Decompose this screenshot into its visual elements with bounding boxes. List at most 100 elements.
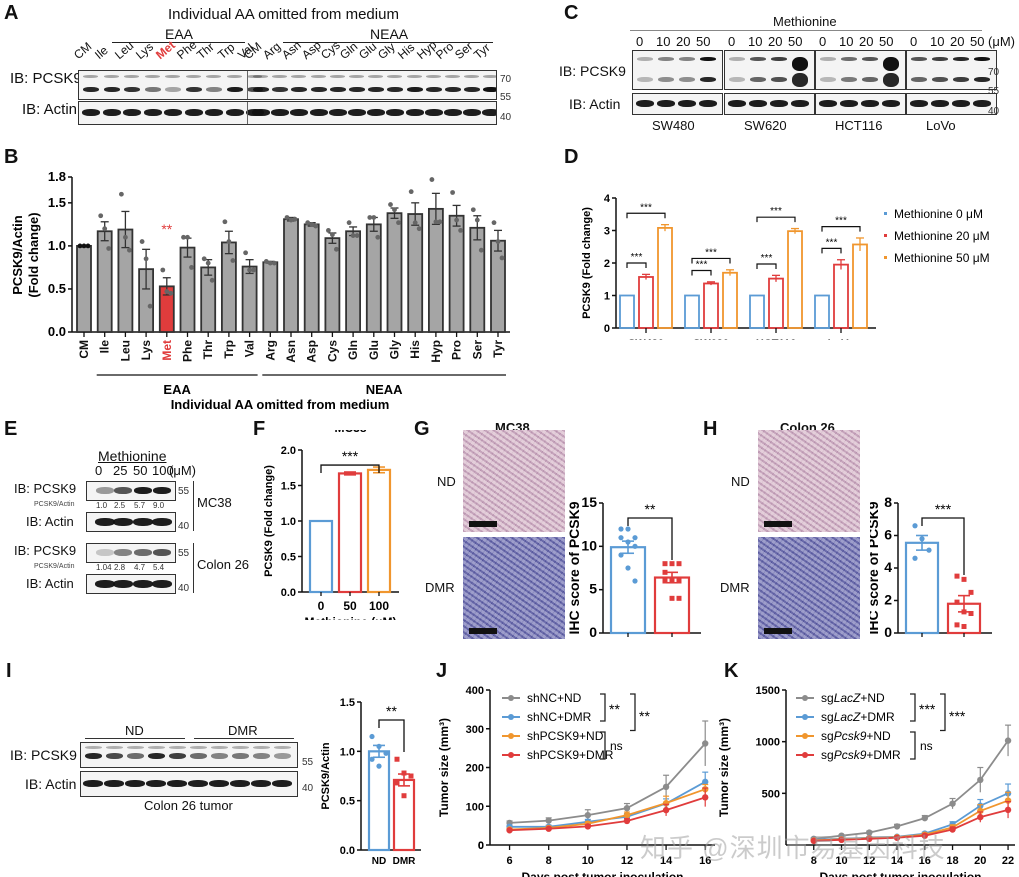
- band-actin: [424, 109, 443, 116]
- dose-label: 50: [970, 34, 985, 49]
- band-pcsk9-upper: [637, 57, 653, 61]
- bar-Phe: [179, 246, 196, 333]
- x-tick-label: Ser: [470, 340, 484, 360]
- band-actin: [205, 109, 223, 116]
- bar-SW620-Methionine 0 μM: [684, 294, 700, 329]
- panel-a-row-actin: IB: Actin: [22, 101, 78, 118]
- band-pcsk9-lower: [700, 77, 716, 82]
- legend-label: Methionine 0 μM: [894, 207, 983, 221]
- dose-label: 0: [95, 463, 103, 478]
- y-tick-label: 0: [604, 323, 610, 335]
- bracket-label: **: [639, 708, 650, 724]
- data-point: [478, 247, 484, 253]
- band-actin: [931, 100, 949, 107]
- bracket: [910, 731, 916, 760]
- significance-label: **: [386, 703, 397, 719]
- x-tick-label: DMR: [949, 638, 979, 640]
- data-point: [326, 227, 331, 233]
- bar-Ser: [469, 226, 486, 333]
- band-pcsk9: [368, 87, 385, 92]
- band-pcsk9: [185, 87, 202, 92]
- band-upper: [85, 746, 102, 749]
- band-upper: [232, 746, 249, 749]
- panel-a-actin-blot: [78, 101, 497, 125]
- legend-label: sgLacZ+DMR: [821, 710, 895, 724]
- band-actin: [230, 780, 250, 787]
- legend-marker: [802, 714, 808, 720]
- chart-b: 0.0 0.5 1.0 1.5 1.8 PCSK9/Actin (Fold change) C…: [10, 169, 510, 412]
- data-point: [85, 243, 91, 249]
- band-actin: [209, 780, 229, 787]
- ratio-value: 2.5: [114, 501, 126, 510]
- x-tick-label: Pro: [450, 340, 464, 360]
- y-tick-label: 0.0: [48, 324, 66, 339]
- band-pcsk9-lower: [679, 77, 695, 82]
- bar-Asn: [283, 218, 299, 333]
- x-tick-label: Tyr: [491, 340, 505, 358]
- y-tick-label: 500: [762, 788, 780, 800]
- panel-c-unit: (μM): [988, 34, 1015, 49]
- y-tick-label: 8: [884, 494, 892, 510]
- dose-label: 10: [839, 34, 854, 49]
- band-actin: [348, 109, 366, 116]
- bar-DMR: [653, 576, 691, 635]
- band-pcsk9: [134, 549, 152, 556]
- data-point: [143, 256, 149, 262]
- ihc-image-mc38-nd: [463, 430, 565, 532]
- data-point: [251, 267, 256, 273]
- band-actin: [973, 100, 991, 107]
- x-tick-label: LoVo: [828, 338, 855, 340]
- series-line-sgLacZ+ND: [813, 740, 1009, 840]
- bracket: [910, 693, 916, 722]
- y-tick-label: 0.5: [48, 281, 66, 296]
- bracket-line: [193, 481, 194, 531]
- panel-a-row-pcsk9: IB: PCSK9: [10, 70, 82, 87]
- panel-g-row-dmr: DMR: [425, 580, 455, 595]
- bar-100: [366, 468, 392, 594]
- band-pcsk9: [274, 753, 291, 759]
- band-pcsk9-lower: [862, 77, 878, 82]
- band-actin: [152, 518, 172, 526]
- band-upper: [368, 75, 384, 78]
- y-axis-label: Tumor size (mm³): [437, 718, 451, 817]
- panel-e-unit: (μM): [169, 463, 196, 478]
- group-label: NEAA: [366, 382, 403, 397]
- band-pcsk9: [114, 549, 132, 556]
- significance-label: ***: [935, 501, 952, 517]
- bracket: [600, 731, 606, 760]
- panel-i-row-actin: IB: Actin: [25, 776, 77, 792]
- y-tick-label: 15: [581, 494, 597, 510]
- y-tick-label: 1.5: [48, 195, 66, 210]
- significance-bracket: [756, 216, 796, 223]
- x-tick-label: ND: [913, 638, 932, 640]
- data-point: [313, 223, 319, 229]
- band-pcsk9-upper: [729, 57, 745, 61]
- x-tick-label: 8: [811, 855, 817, 867]
- bar-ND: [904, 541, 940, 635]
- pcsk9-blot-SW480: [632, 50, 723, 90]
- bar-LoVo-Methionine 50 μM: [852, 243, 868, 329]
- y-tick-label: 1.8: [48, 169, 66, 184]
- legend-label: shPCSK9+DMR: [527, 748, 614, 762]
- band-pcsk9-upper: [679, 57, 695, 61]
- bar-Asp: [303, 223, 320, 333]
- data-point: [961, 576, 967, 582]
- panel-label-a: A: [4, 2, 19, 24]
- bracket: [630, 693, 636, 732]
- significance-bracket: [627, 517, 673, 560]
- y-tick-label: 1.5: [340, 697, 355, 709]
- band-upper: [272, 75, 288, 78]
- cell-line-label: SW480: [652, 118, 695, 133]
- row-pcsk9: IB: PCSK9: [14, 543, 77, 558]
- data-point: [292, 216, 298, 222]
- c-mw-55: 55: [988, 86, 1000, 97]
- legend-marker: [802, 733, 808, 739]
- band-pcsk9-upper: [932, 57, 948, 61]
- bar-Trp: [220, 241, 237, 333]
- y-axis-label: (Fold change): [26, 212, 41, 297]
- data-point: [954, 573, 960, 579]
- band-actin: [184, 109, 203, 116]
- bracket-label: ns: [920, 739, 933, 753]
- x-tick-label: 16: [919, 855, 931, 867]
- x-tick-label: 14: [891, 855, 904, 867]
